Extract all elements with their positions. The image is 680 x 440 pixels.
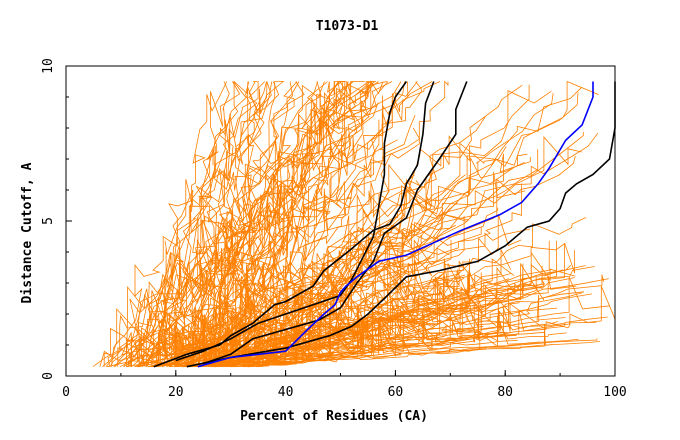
background-model-line <box>109 81 266 367</box>
background-model-line <box>200 285 558 368</box>
background-model-line <box>154 277 537 367</box>
background-model-line <box>139 81 405 367</box>
x-tick-label: 80 <box>497 385 513 400</box>
background-model-line <box>123 81 371 367</box>
background-model-line <box>157 278 609 368</box>
y-tick-label: 0 <box>41 372 56 380</box>
model-black-3 <box>203 81 468 365</box>
highlight-model-curves <box>153 81 616 368</box>
background-model-line <box>187 92 579 368</box>
y-tick-label: 5 <box>41 217 56 225</box>
model-black-2 <box>153 81 435 368</box>
model-blue-reference <box>197 81 594 368</box>
model-black-1 <box>175 81 408 362</box>
y-axis: 0 5 10 <box>41 58 72 380</box>
background-model-line <box>147 95 383 368</box>
background-model-line <box>185 81 293 367</box>
background-model-line <box>169 132 599 368</box>
y-tick-label: 10 <box>41 58 56 74</box>
background-model-line <box>182 102 379 367</box>
background-model-line <box>107 81 318 367</box>
background-model-line <box>142 81 342 367</box>
background-model-line <box>134 224 456 368</box>
background-model-line <box>128 81 328 367</box>
background-model-line <box>140 81 228 367</box>
background-model-line <box>166 153 531 368</box>
background-model-curves <box>92 80 616 368</box>
background-model-line <box>155 81 230 367</box>
background-model-line <box>181 240 557 367</box>
background-model-line <box>110 81 241 367</box>
background-model-line <box>151 81 372 367</box>
background-model-line <box>190 81 365 367</box>
background-model-line <box>113 81 402 367</box>
background-model-line <box>232 155 576 368</box>
background-model-line <box>149 264 459 368</box>
background-model-line <box>140 258 512 367</box>
background-model-line <box>198 265 543 368</box>
background-model-line <box>190 277 465 368</box>
background-model-line <box>205 81 354 367</box>
background-model-line <box>210 81 354 367</box>
x-tick-label: 40 <box>278 385 294 400</box>
background-model-line <box>152 294 566 368</box>
background-model-line <box>156 81 305 367</box>
model-black-4 <box>186 81 616 368</box>
x-axis: 0 20 40 60 80 100 <box>62 370 627 400</box>
x-tick-label: 100 <box>603 385 626 400</box>
background-model-line <box>236 119 380 367</box>
background-model-line <box>119 81 325 368</box>
x-tick-label: 20 <box>168 385 184 400</box>
background-model-line <box>215 321 597 368</box>
chart-title: T1073-D1 <box>316 19 379 34</box>
background-model-line <box>234 286 520 368</box>
x-tick-label: 60 <box>388 385 404 400</box>
background-model-line <box>216 86 583 368</box>
background-model-line <box>175 215 465 367</box>
background-model-line <box>168 180 422 368</box>
background-model-line <box>138 213 469 367</box>
y-axis-label: Distance Cutoff, A <box>20 162 35 303</box>
background-model-line <box>175 81 247 367</box>
x-axis-label: Percent of Residues (CA) <box>240 409 428 424</box>
background-model-line <box>105 81 273 367</box>
background-model-line <box>208 84 530 367</box>
background-model-line <box>185 81 350 368</box>
x-tick-label: 0 <box>62 385 70 400</box>
background-model-line <box>151 207 499 368</box>
background-model-line <box>142 163 415 367</box>
